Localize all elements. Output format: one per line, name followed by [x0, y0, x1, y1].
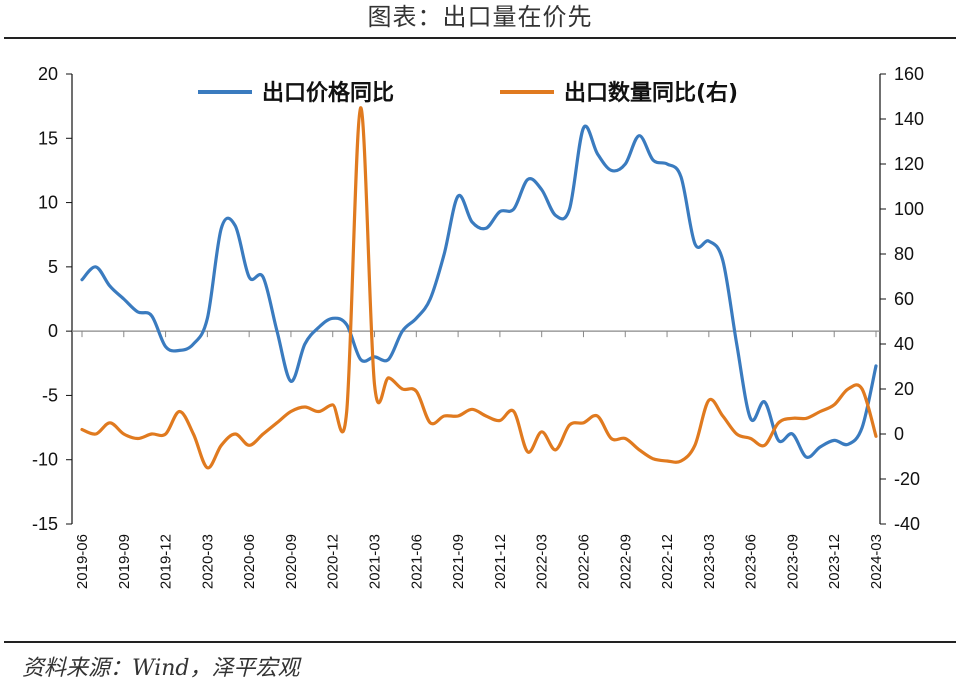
- x-tick-label: 2023-06: [743, 534, 760, 589]
- x-tick-label: 2019-12: [158, 534, 175, 589]
- left-tick-label: 20: [38, 64, 58, 84]
- x-tick-label: 2022-06: [575, 534, 592, 589]
- top-rule: [4, 37, 956, 39]
- left-tick-label: -5: [42, 385, 58, 405]
- x-tick-label: 2020-03: [199, 534, 216, 589]
- left-tick-label: -15: [32, 514, 58, 534]
- left-tick-label: -10: [32, 450, 58, 470]
- series-line-price: [80, 124, 878, 459]
- x-tick-label: 2023-12: [826, 534, 843, 589]
- x-tick-label: 2022-09: [617, 534, 634, 589]
- right-tick-label: -20: [894, 469, 920, 489]
- x-tick-label: 2020-06: [241, 534, 258, 589]
- left-tick-label: 0: [48, 321, 58, 341]
- right-tick-label: 80: [894, 244, 914, 264]
- x-tick-label: 2021-03: [367, 534, 384, 589]
- x-tick-label: 2023-09: [784, 534, 801, 589]
- bottom-rule: [4, 641, 956, 643]
- chart-title: 图表：出口量在价先: [367, 3, 593, 31]
- legend: 出口价格同比 出口数量同比(右): [198, 80, 738, 106]
- right-tick-label: 160: [894, 64, 924, 84]
- x-tick-label: 2022-03: [534, 534, 551, 589]
- right-tick-label: 60: [894, 289, 914, 309]
- x-tick-label: 2020-09: [283, 534, 300, 589]
- legend-label-price: 出口价格同比: [262, 80, 394, 106]
- right-tick-label: 20: [894, 379, 914, 399]
- x-tick-label: 2019-09: [116, 534, 133, 589]
- x-tick-label: 2023-03: [701, 534, 718, 589]
- x-tick-label: 2021-06: [408, 534, 425, 589]
- right-tick-label: 120: [894, 154, 924, 174]
- left-tick-label: 15: [38, 128, 58, 148]
- x-tick-label: 2019-06: [74, 534, 91, 589]
- right-tick-label: 0: [894, 424, 904, 444]
- x-tick-label: 2024-03: [868, 534, 885, 589]
- x-tick-label: 2021-09: [450, 534, 467, 589]
- series-line-volume: [80, 106, 878, 470]
- axes: 20 15 10 5 0 -5 -10 -15 160 140 120 100 80 60 40 20 0 -20…: [32, 64, 924, 589]
- legend-label-volume: 出口数量同比(右): [564, 80, 738, 106]
- series-layer: [80, 106, 878, 470]
- left-tick-label: 10: [38, 193, 58, 213]
- x-tick-label: 2022-12: [659, 534, 676, 589]
- source-note: 资料来源：Wind，泽平宏观: [22, 656, 300, 681]
- right-tick-label: 100: [894, 199, 924, 219]
- right-tick-label: 140: [894, 109, 924, 129]
- left-tick-label: 5: [48, 257, 58, 277]
- x-tick-label: 2021-12: [492, 534, 509, 589]
- x-tick-label: 2020-12: [325, 534, 342, 589]
- right-tick-label: -40: [894, 514, 920, 534]
- right-tick-label: 40: [894, 334, 914, 354]
